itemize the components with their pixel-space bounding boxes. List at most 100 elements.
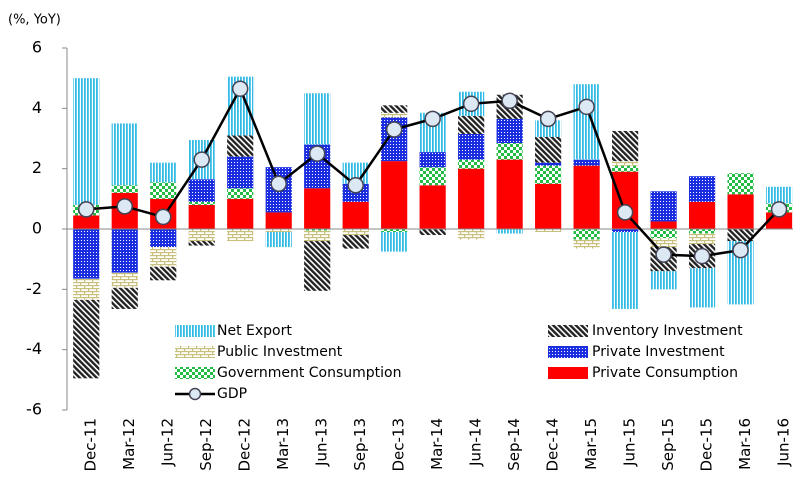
- y-tick-label: 0: [32, 219, 42, 238]
- legend-label: Private Investment: [592, 344, 725, 360]
- x-tick-label: Jun-13: [313, 418, 331, 467]
- legend-label: Public Investment: [217, 344, 343, 360]
- line-marker: [501, 92, 518, 110]
- line-marker: [578, 98, 595, 116]
- line-marker: [616, 204, 634, 221]
- bar-segment: [727, 173, 754, 195]
- bar-segment: [535, 183, 562, 229]
- bar-segment: [342, 229, 369, 236]
- bar-segment: [342, 235, 369, 249]
- bar-segment: [150, 229, 177, 248]
- line-marker: [655, 246, 672, 263]
- legend-label: Net Export: [217, 323, 292, 339]
- x-tick-label: Dec-12: [236, 418, 254, 472]
- x-tick-label: Mar-15: [582, 418, 600, 470]
- bar-segment: [188, 229, 215, 242]
- bar-segment: [573, 229, 600, 240]
- y-tick-label: 4: [32, 98, 42, 117]
- legend-marker: [188, 387, 202, 401]
- bar-segment: [381, 105, 408, 113]
- line-marker: [77, 201, 95, 218]
- bar-segment: [111, 272, 138, 288]
- y-tick-label: -6: [26, 400, 42, 419]
- x-tick-label: Jun-15: [621, 418, 639, 467]
- y-tick-label: -2: [26, 279, 42, 298]
- bar-segment: [727, 229, 754, 242]
- bar-segment: [227, 135, 254, 157]
- bar-segment: [650, 238, 677, 248]
- bar-segment: [419, 152, 446, 168]
- bar-segment: [727, 194, 754, 229]
- line-marker: [462, 95, 480, 113]
- bar-segment: [111, 229, 138, 273]
- legend-label: Inventory Investment: [592, 323, 743, 339]
- line-marker: [193, 151, 210, 168]
- bar-segment: [688, 229, 716, 234]
- bar-segment: [342, 201, 369, 229]
- bar-segment: [188, 201, 215, 205]
- bar-segment: [573, 159, 600, 166]
- line-marker: [154, 208, 172, 226]
- x-tick-label: Dec-14: [544, 418, 562, 472]
- y-axis-label: (%, YoY): [8, 13, 61, 28]
- legend-swatch: [548, 367, 588, 379]
- y-tick-label: 6: [32, 38, 42, 57]
- x-tick-label: Dec-15: [698, 418, 716, 472]
- x-tick-label: Jun-12: [159, 418, 177, 467]
- x-tick-label: Mar-13: [274, 418, 292, 470]
- line-marker: [539, 110, 557, 128]
- bar-segment: [381, 229, 408, 233]
- bar-segment: [612, 130, 639, 162]
- legend-swatch: [175, 346, 215, 358]
- x-tick-label: Mar-16: [736, 418, 754, 470]
- line-marker: [116, 198, 133, 215]
- bar-segment: [496, 118, 523, 144]
- line-marker: [347, 177, 364, 194]
- bar-segment: [188, 204, 215, 229]
- x-tick-label: Sep-15: [659, 418, 677, 471]
- bar-segment: [150, 182, 177, 199]
- bar-segment: [535, 136, 562, 163]
- x-tick-label: Dec-13: [390, 418, 408, 472]
- bar-segment: [227, 198, 254, 229]
- bar-segment: [535, 229, 562, 233]
- legend-swatch: [548, 346, 588, 358]
- bar-segment: [150, 266, 177, 281]
- bar-segment: [419, 185, 446, 229]
- bar-segment: [304, 241, 331, 291]
- bar-segment: [650, 229, 677, 239]
- bar-segment: [496, 143, 523, 160]
- legend-label: GDP: [217, 386, 247, 402]
- x-tick-label: Mar-14: [428, 418, 446, 470]
- bar-segment: [304, 230, 331, 242]
- line-marker: [231, 80, 249, 97]
- bar-segment: [73, 215, 100, 229]
- bar-segment: [650, 271, 677, 290]
- bar-segment: [381, 161, 408, 229]
- bar-segment: [688, 268, 716, 308]
- bar-segment: [111, 287, 138, 309]
- bar-segment: [381, 232, 408, 252]
- bar-segment: [73, 78, 100, 205]
- line-marker: [770, 201, 788, 218]
- y-tick-label: 2: [32, 158, 42, 177]
- bar-segment: [265, 229, 292, 233]
- legend-swatch: [175, 367, 215, 379]
- bar-segment: [458, 115, 485, 134]
- legend-swatch: [175, 325, 215, 337]
- bar-segment: [458, 133, 485, 160]
- x-tick-label: Dec-11: [82, 418, 100, 472]
- legend-label: Private Consumption: [592, 365, 738, 381]
- bar-segment: [765, 186, 793, 204]
- bar-segment: [650, 191, 677, 222]
- bar-segment: [150, 247, 177, 267]
- bar-segment: [304, 93, 331, 145]
- bar-segment: [227, 229, 254, 242]
- bar-segment: [688, 233, 716, 245]
- bar-segment: [227, 156, 254, 189]
- x-tick-label: Jun-16: [775, 418, 793, 467]
- bar-segment: [304, 188, 331, 229]
- x-tick-label: Sep-14: [505, 418, 523, 471]
- bar-segment: [188, 179, 215, 202]
